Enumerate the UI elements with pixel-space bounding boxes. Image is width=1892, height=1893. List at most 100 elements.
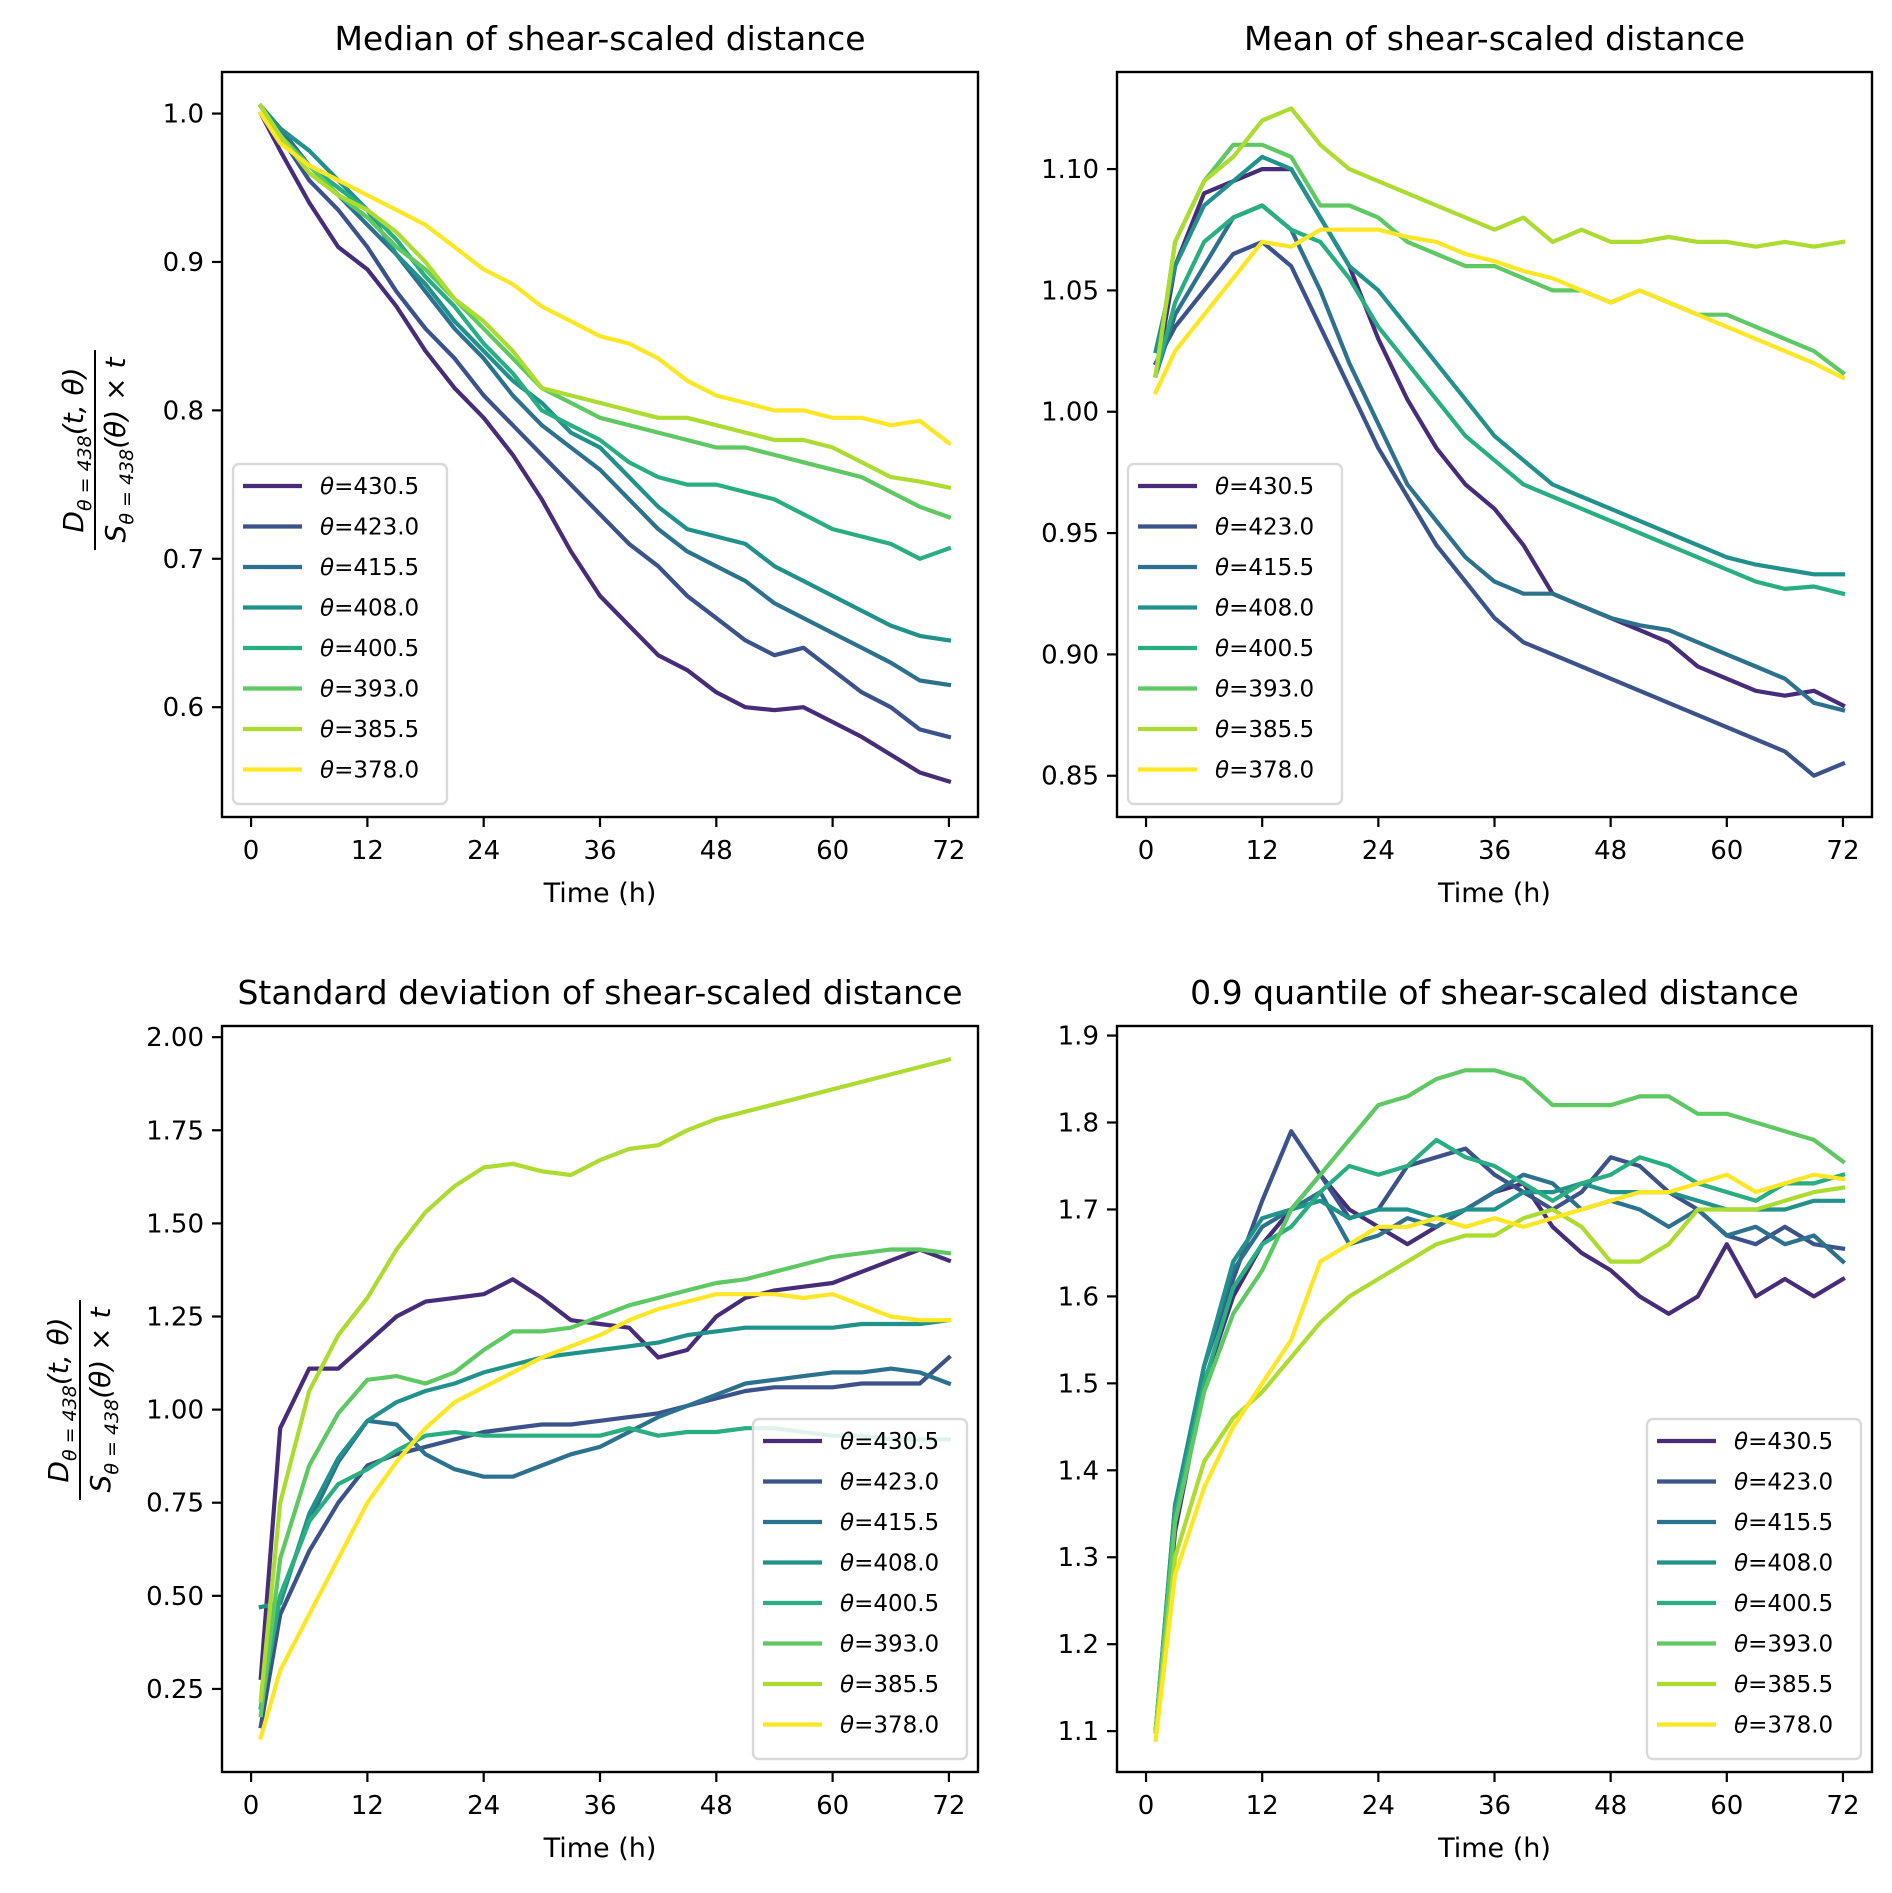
legend-item: θ=378.0 — [1657, 1713, 1833, 1739]
legend-item: θ=393.0 — [763, 1632, 939, 1658]
y-tick-label: 0.85 — [1041, 762, 1099, 792]
y-tick-label: 1.0 — [163, 100, 204, 130]
legend: θ=430.5 θ=423.0 θ=415.5 θ=408.0 θ=400.5 θ=393… — [751, 1417, 969, 1761]
series-group — [258, 1056, 952, 1741]
legend-label: θ=385.5 — [1215, 717, 1314, 743]
legend-item: θ=415.5 — [1138, 555, 1314, 581]
x-tick-label: 24 — [1362, 1791, 1395, 1821]
ylabel-bottom-den-sub: θ = 438 — [101, 1399, 123, 1475]
legend-label: θ=400.5 — [1215, 636, 1314, 662]
x-tick-label: 60 — [1710, 1791, 1743, 1821]
legend-label: θ=415.5 — [320, 555, 419, 581]
x-tick-label: 12 — [1246, 836, 1279, 866]
legend-label: θ=393.0 — [1734, 1632, 1833, 1658]
legend-item: θ=385.5 — [243, 717, 419, 743]
x-tick-label: 24 — [467, 1791, 500, 1821]
series-line-408.0 — [1153, 154, 1846, 577]
legend-box — [1645, 1417, 1863, 1761]
series-line-378.0 — [1153, 1172, 1846, 1743]
x-tick-label: 0 — [243, 836, 260, 866]
legend-label: θ=408.0 — [840, 1551, 939, 1577]
legend-item: θ=423.0 — [763, 1470, 939, 1496]
legend-item: θ=415.5 — [763, 1510, 939, 1536]
y-tick-label: 1.3 — [1058, 1543, 1099, 1573]
legend-label: θ=393.0 — [320, 677, 419, 703]
legend-item: θ=415.5 — [243, 555, 419, 581]
legend-item: θ=408.0 — [243, 596, 419, 622]
x-tick-label: 48 — [700, 1791, 733, 1821]
legend-label: θ=378.0 — [840, 1713, 939, 1739]
x-tick-label: 48 — [1594, 836, 1627, 866]
legend-label: θ=393.0 — [1215, 677, 1314, 703]
chart-title: Median of shear-scaled distance — [334, 19, 865, 58]
x-axis-label: Time (h) — [1437, 1833, 1551, 1864]
legend-label: θ=408.0 — [1215, 596, 1314, 622]
ylabel-bottom-denominator: Sθ = 438(θ) × t — [84, 1307, 123, 1493]
ylabel-bottom-den-args: (θ) × t — [84, 1307, 117, 1399]
x-tick-label: 36 — [1478, 836, 1511, 866]
legend-label: θ=430.5 — [840, 1429, 939, 1455]
series-line-378.0 — [258, 1292, 952, 1741]
chart-title: Standard deviation of shear-scaled dista… — [237, 973, 962, 1012]
legend-label: θ=393.0 — [840, 1632, 939, 1658]
legend-label: θ=400.5 — [840, 1591, 939, 1617]
x-tick-label: 60 — [816, 1791, 849, 1821]
legend-label: θ=378.0 — [1215, 758, 1314, 784]
ylabel-top-den-var: S — [99, 525, 132, 543]
legend-label: θ=415.5 — [1734, 1510, 1833, 1536]
legend-item: θ=393.0 — [1657, 1632, 1833, 1658]
series-group — [257, 103, 952, 785]
y-tick-label: 1.50 — [146, 1209, 204, 1239]
series-line-423.0 — [257, 103, 952, 740]
chart-title: Mean of shear-scaled distance — [1244, 19, 1745, 58]
ylabel-top-denominator: Sθ = 438(θ) × t — [99, 357, 138, 543]
y-tick-label: 1.7 — [1058, 1195, 1099, 1225]
legend-label: θ=378.0 — [320, 758, 419, 784]
y-tick-label: 0.75 — [146, 1489, 204, 1519]
x-tick-label: 0 — [1138, 836, 1155, 866]
legend-label: θ=385.5 — [1734, 1672, 1833, 1698]
y-tick-label: 1.1 — [1058, 1717, 1099, 1747]
x-tick-label: 0 — [1138, 1791, 1155, 1821]
y-tick-label: 0.7 — [163, 545, 204, 575]
legend-label: θ=378.0 — [1734, 1713, 1833, 1739]
series-line-430.5 — [1153, 167, 1846, 709]
ylabel-top-num-sub: θ = 438 — [74, 435, 96, 511]
x-axis-label: Time (h) — [543, 1833, 657, 1864]
legend-label: θ=430.5 — [320, 474, 419, 500]
series-line-415.5 — [1153, 1172, 1846, 1734]
series-line-423.0 — [258, 1354, 952, 1729]
y-tick-label: 1.00 — [146, 1396, 204, 1426]
x-tick-label: 72 — [932, 1791, 965, 1821]
legend-item: θ=400.5 — [1657, 1591, 1833, 1617]
legend-label: θ=400.5 — [320, 636, 419, 662]
panel-4: 0.9 quantile of shear-scaled distance 0 12… — [1058, 973, 1874, 1864]
ylabel-bottom: Dθ = 438(t, θ) Sθ = 438(θ) × t — [42, 1300, 123, 1500]
y-tick-label: 1.10 — [1041, 155, 1099, 185]
legend-label: θ=385.5 — [320, 717, 419, 743]
y-tick-label: 1.4 — [1058, 1456, 1099, 1486]
series-group — [1153, 1068, 1846, 1743]
series-line-393.0 — [257, 103, 952, 520]
legend-item: θ=430.5 — [243, 474, 419, 500]
x-tick-label: 48 — [1594, 1791, 1627, 1821]
x-tick-label: 0 — [243, 1791, 260, 1821]
x-tick-label: 60 — [1710, 836, 1743, 866]
legend-item: θ=415.5 — [1657, 1510, 1833, 1536]
y-tick-label: 0.50 — [146, 1582, 204, 1612]
y-tick-label: 1.9 — [1058, 1022, 1099, 1052]
y-tick-label: 0.9 — [163, 248, 204, 278]
legend: θ=430.5 θ=423.0 θ=415.5 θ=408.0 θ=400.5 θ=393… — [1645, 1417, 1863, 1761]
legend-label: θ=423.0 — [1734, 1470, 1833, 1496]
legend-label: θ=423.0 — [320, 515, 419, 541]
x-tick-label: 60 — [816, 836, 849, 866]
legend-item: θ=408.0 — [1657, 1551, 1833, 1577]
legend-item: θ=385.5 — [1657, 1672, 1833, 1698]
ylabel-top-num-var: D — [57, 511, 90, 533]
ylabel-top-numerator: Dθ = 438(t, θ) — [57, 367, 96, 532]
series-line-408.0 — [258, 1317, 952, 1610]
legend-item: θ=408.0 — [763, 1551, 939, 1577]
y-tick-label: 1.00 — [1041, 398, 1099, 428]
series-line-385.5 — [1153, 106, 1846, 378]
legend-label: θ=423.0 — [840, 1470, 939, 1496]
